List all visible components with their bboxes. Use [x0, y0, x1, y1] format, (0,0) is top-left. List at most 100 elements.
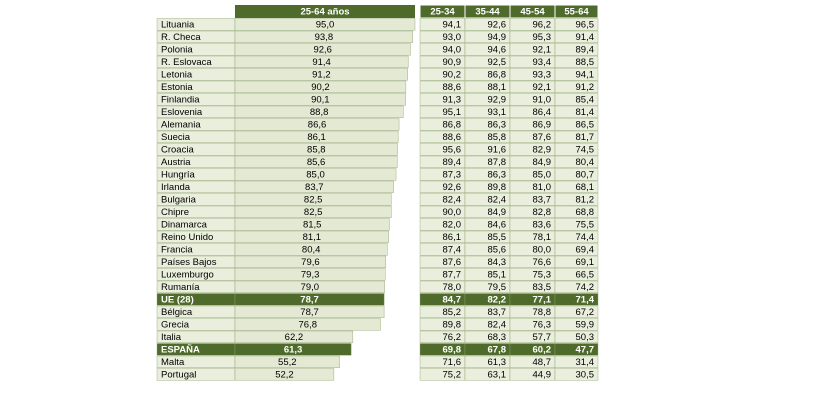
header-group-label: 45-54: [520, 7, 545, 18]
bar-total: [234, 318, 381, 331]
group-cell-value: 78,8: [533, 307, 552, 318]
group-cell-value: 59,9: [576, 319, 595, 330]
bar-total: [234, 55, 409, 68]
country-label: UE (28): [161, 294, 194, 305]
group-cell-value: 84,9: [533, 157, 552, 168]
group-cell-value: 71,4: [576, 294, 595, 305]
group-cell-value: 93,1: [488, 107, 507, 118]
group-cell-value: 81,7: [576, 132, 595, 143]
group-cell: [554, 80, 599, 93]
group-cell-value: 80,0: [533, 244, 552, 255]
bar-total: [234, 30, 413, 43]
group-cell: [554, 68, 599, 81]
group-cell-value: 82,8: [533, 207, 552, 218]
bar-total: [234, 93, 406, 106]
group-cell-value: 78,0: [443, 282, 462, 293]
group-cell-value: 76,6: [533, 257, 552, 268]
group-cell-value: 94,0: [443, 44, 462, 55]
country-label: Portugal: [161, 369, 196, 380]
header-group-label: 25-34: [430, 7, 455, 18]
bar-total-value: 79,0: [301, 282, 320, 293]
group-cell-value: 90,2: [443, 69, 462, 80]
group-cell-value: 86,3: [488, 169, 507, 180]
group-cell-value: 83,5: [533, 282, 552, 293]
group-cell-value: 89,4: [443, 157, 462, 168]
group-cell-value: 95,3: [533, 32, 552, 43]
group-cell-value: 88,6: [443, 82, 462, 93]
bar-total-value: 62,2: [285, 332, 304, 343]
group-cell-value: 87,3: [443, 169, 462, 180]
bar-total: [234, 330, 354, 343]
bar-total-value: 85,8: [307, 144, 326, 155]
group-cell-value: 87,6: [533, 132, 552, 143]
country-label: Eslovenia: [161, 107, 203, 118]
group-cell-value: 80,7: [576, 169, 595, 180]
group-cell-value: 91,3: [443, 94, 462, 105]
bar-total-value: 55,2: [278, 357, 297, 368]
group-cell-value: 68,8: [576, 207, 595, 218]
group-cell-value: 76,3: [533, 319, 552, 330]
bar-total-value: 86,1: [307, 132, 326, 143]
group-cell-value: 83,6: [533, 219, 552, 230]
bar-total-value: 52,2: [275, 369, 294, 380]
bar-total-value: 82,5: [304, 194, 323, 205]
group-cell-value: 69,1: [576, 257, 595, 268]
group-cell-value: 86,9: [533, 119, 552, 130]
country-label: Austria: [161, 157, 191, 168]
country-label: Polonia: [161, 44, 193, 55]
bar-total: [234, 43, 411, 56]
bar-total: [234, 243, 388, 256]
bar-total-value: 85,0: [306, 169, 325, 180]
group-cell-value: 94,6: [488, 44, 507, 55]
country-label: Rumanía: [161, 282, 200, 293]
country-label: Hungría: [161, 169, 196, 180]
country-label: Suecia: [161, 132, 191, 143]
country-label: Alemania: [161, 119, 201, 130]
group-cell-value: 57,7: [533, 332, 552, 343]
group-cell-value: 94,1: [443, 19, 462, 30]
group-cell-value: 47,7: [576, 344, 595, 355]
bar-total-value: 93,8: [315, 32, 334, 43]
group-cell-value: 82,9: [533, 144, 552, 155]
group-cell-value: 75,2: [443, 369, 462, 380]
group-cell: [554, 368, 599, 381]
bar-total: [234, 168, 397, 181]
group-cell-value: 85,6: [488, 244, 507, 255]
group-cell: [554, 155, 599, 168]
bar-total-value: 61,3: [284, 344, 303, 355]
bar-total-value: 79,6: [301, 257, 320, 268]
group-cell-value: 50,3: [576, 332, 595, 343]
country-label: Luxemburgo: [161, 269, 214, 280]
bar-total: [234, 155, 398, 168]
bar-total: [234, 180, 394, 193]
group-cell-value: 86,1: [443, 232, 462, 243]
bar-total: [234, 105, 404, 118]
group-cell-value: 85,1: [488, 269, 507, 280]
group-cell: [554, 355, 599, 368]
group-cell-value: 86,8: [488, 69, 507, 80]
group-cell-value: 88,6: [443, 132, 462, 143]
group-cell-value: 96,2: [533, 19, 552, 30]
bar-total: [234, 130, 399, 143]
group-cell-value: 92,9: [488, 94, 507, 105]
group-cell-value: 76,2: [443, 332, 462, 343]
group-cell: [554, 255, 599, 268]
group-cell-value: 89,8: [488, 182, 507, 193]
group-cell-value: 75,3: [533, 269, 552, 280]
group-cell: [554, 118, 599, 131]
country-label: ESPAÑA: [161, 344, 200, 355]
group-cell-value: 63,1: [488, 369, 507, 380]
group-cell: [554, 143, 599, 156]
group-cell-value: 30,5: [576, 369, 595, 380]
group-cell-value: 91,4: [576, 32, 595, 43]
group-cell-value: 85,5: [488, 232, 507, 243]
bar-total: [234, 368, 335, 381]
group-cell-value: 90,9: [443, 57, 462, 68]
group-cell-value: 92,1: [533, 44, 552, 55]
bar-total: [234, 205, 392, 218]
group-cell: [554, 293, 599, 306]
bar-total-value: 83,7: [305, 182, 324, 193]
country-label: Chipre: [161, 207, 189, 218]
group-cell-value: 82,4: [443, 194, 462, 205]
group-cell-value: 87,6: [443, 257, 462, 268]
